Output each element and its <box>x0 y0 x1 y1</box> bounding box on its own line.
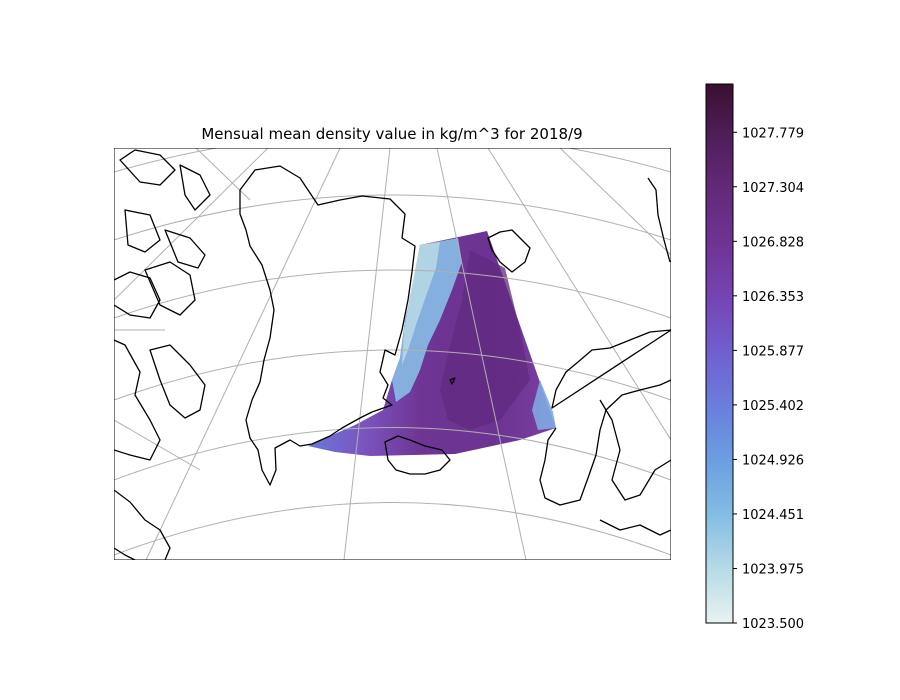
coastline-scandinavia <box>539 329 671 506</box>
parallel-line <box>114 269 671 319</box>
coastline-greenland <box>239 165 416 486</box>
colorbar-tick-label: 1025.402 <box>742 399 804 414</box>
colorbar-tick-label: 1024.451 <box>742 508 804 523</box>
colorbar-tick-label: 1023.500 <box>742 617 804 632</box>
meridian-line <box>436 148 527 560</box>
colorbar-tick-label: 1027.304 <box>742 181 804 196</box>
map-area <box>114 148 671 560</box>
colorbar-tick-label: 1024.926 <box>742 453 804 468</box>
meridian-line <box>195 148 251 201</box>
density-field-coastal-lowest <box>402 242 440 365</box>
coastline-iceland <box>384 435 451 475</box>
coastline-svalbard <box>487 229 531 273</box>
meridian-line <box>559 148 671 256</box>
parallel-line <box>114 502 671 556</box>
chart-title: Mensual mean density value in kg/m^3 for… <box>201 125 582 143</box>
coastline-canadian-archipelago <box>114 149 211 461</box>
parallel-line <box>114 349 671 401</box>
meridian-line <box>487 148 671 441</box>
colorbar-gradient <box>705 83 734 624</box>
density-field-high-core <box>440 250 530 430</box>
coastline-baltic <box>599 399 671 536</box>
colorbar-tick-label: 1026.828 <box>742 235 804 250</box>
meridian-line <box>343 148 391 560</box>
colorbar-tick-label: 1027.779 <box>742 126 804 141</box>
parallel-line <box>114 427 671 481</box>
colorbar-tick-label: 1026.353 <box>742 290 804 305</box>
coastline-jan-mayen <box>449 377 456 385</box>
colorbar-ticks: 1023.500 1023.975 1024.451 1024.926 1025.402… <box>733 126 804 632</box>
parallel-line <box>114 148 671 173</box>
meridian-line <box>145 148 341 560</box>
colorbar: 1023.500 1023.975 1024.451 1024.926 1025.402… <box>705 83 804 632</box>
graticule <box>114 148 671 560</box>
density-field-eastern-low <box>532 380 556 430</box>
coastline-novaya-zemlya <box>647 177 671 263</box>
coastline-labrador <box>114 489 171 560</box>
density-field <box>308 231 556 456</box>
parallel-line <box>114 194 671 241</box>
colorbar-tick-label: 1023.975 <box>742 563 804 578</box>
coastlines <box>114 149 671 560</box>
colorbar-tick-label: 1025.877 <box>742 344 804 359</box>
density-field-coastal-low <box>392 238 462 402</box>
